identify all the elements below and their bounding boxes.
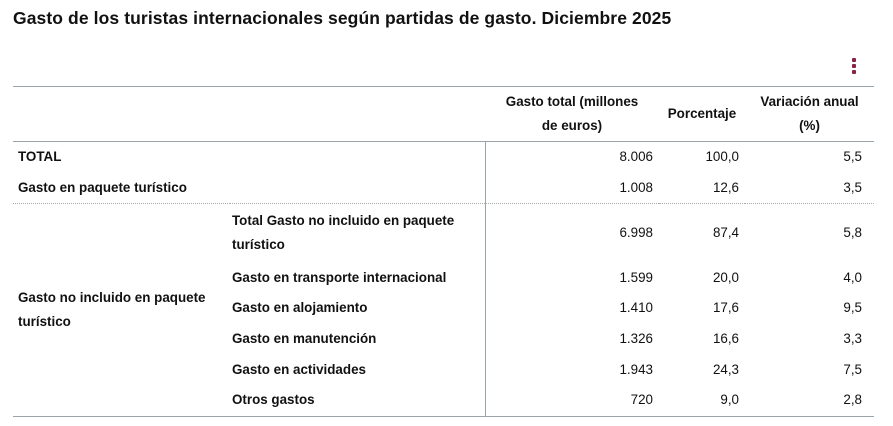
cell-variacion: 4,0 bbox=[843, 269, 862, 285]
table-row: Gasto en manutención 1.326 16,6 3,3 bbox=[13, 323, 874, 355]
kebab-menu-icon[interactable] bbox=[851, 58, 857, 76]
data-table: Gasto total (millones de euros) Porcenta… bbox=[13, 86, 874, 417]
header-gasto-total: Gasto total (millones de euros) bbox=[505, 94, 639, 133]
row-label: Gasto en paquete turístico bbox=[13, 172, 485, 205]
table-row: Gasto en alojamiento 1.410 17,6 9,5 bbox=[13, 293, 874, 324]
cell-variacion: 3,3 bbox=[843, 331, 862, 347]
row-group-label: Gasto no incluido en paquete turístico bbox=[13, 203, 230, 417]
cell-gasto-total: 6.998 bbox=[484, 203, 659, 263]
row-label: Total Gasto no incluido en paquete turís… bbox=[232, 213, 455, 253]
row-label: Gasto en transporte internacional bbox=[232, 269, 447, 285]
dot-icon bbox=[852, 70, 856, 74]
cell-gasto-total: 1.326 bbox=[484, 323, 659, 355]
table-row: Gasto no incluido en paquete turístico T… bbox=[13, 203, 874, 417]
cell-gasto-total: 1.599 bbox=[484, 262, 659, 294]
row-label: Otros gastos bbox=[230, 385, 485, 417]
cell-variacion: 5,5 bbox=[843, 149, 862, 165]
row-label: TOTAL bbox=[18, 149, 62, 165]
dot-icon bbox=[852, 64, 856, 68]
cell-porcentaje: 9,0 bbox=[659, 385, 745, 417]
cell-porcentaje: 87,4 bbox=[712, 225, 739, 241]
header-variacion: Variación anual (%) bbox=[760, 94, 859, 133]
cell-porcentaje: 17,6 bbox=[712, 300, 739, 316]
cell-variacion: 7,5 bbox=[843, 361, 862, 377]
row-label: Gasto en alojamiento bbox=[232, 300, 368, 316]
cell-porcentaje: 16,6 bbox=[712, 331, 739, 347]
cell-porcentaje: 20,0 bbox=[712, 269, 739, 285]
page-title: Gasto de los turistas internacionales se… bbox=[13, 8, 672, 28]
table-row: Otros gastos 720 9,0 2,8 bbox=[13, 385, 874, 417]
cell-variacion: 3,5 bbox=[745, 172, 874, 205]
cell-gasto-total: 1.008 bbox=[484, 172, 659, 205]
row-label: Gasto en actividades bbox=[232, 361, 366, 377]
header-empty bbox=[230, 87, 485, 142]
header-porcentaje: Porcentaje bbox=[667, 106, 737, 121]
cell-gasto-total: 1.410 bbox=[484, 293, 659, 324]
table-row: Gasto en actividades 1.943 24,3 7,5 bbox=[13, 354, 874, 386]
cell-variacion: 2,8 bbox=[745, 385, 874, 417]
dot-icon bbox=[852, 58, 856, 62]
table-row: Gasto en transporte internacional 1.599 … bbox=[13, 262, 874, 294]
cell-gasto-total: 8.006 bbox=[484, 141, 659, 173]
cell-variacion: 5,8 bbox=[843, 225, 862, 241]
table-header-row: Gasto total (millones de euros) Porcenta… bbox=[13, 86, 874, 142]
table-row: TOTAL 8.006 100,0 5,5 bbox=[13, 141, 874, 173]
cell-porcentaje: 24,3 bbox=[712, 361, 739, 377]
cell-variacion: 9,5 bbox=[843, 300, 862, 316]
row-label: Gasto en manutención bbox=[232, 331, 377, 347]
cell-gasto-total: 720 bbox=[484, 385, 659, 417]
cell-gasto-total: 1.943 bbox=[484, 354, 659, 386]
cell-porcentaje: 12,6 bbox=[659, 172, 745, 205]
cell-porcentaje: 100,0 bbox=[705, 149, 739, 165]
header-empty bbox=[13, 87, 230, 142]
table-row: Gasto en paquete turístico 1.008 12,6 3,… bbox=[13, 172, 874, 205]
